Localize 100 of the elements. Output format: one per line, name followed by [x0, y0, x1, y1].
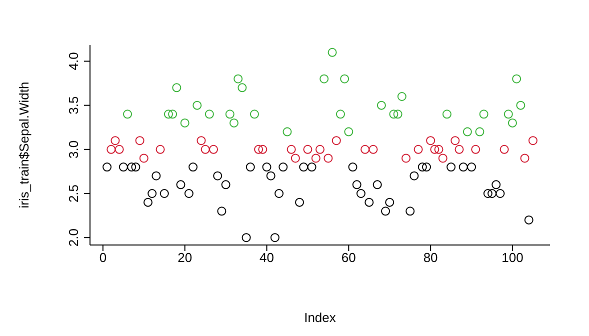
- point: [360, 144, 370, 154]
- point: [188, 162, 198, 172]
- point: [316, 144, 324, 154]
- point: [204, 110, 214, 119]
- point: [270, 233, 280, 242]
- point: [176, 180, 186, 190]
- point: [376, 100, 386, 110]
- point: [295, 198, 304, 207]
- point: [512, 74, 522, 84]
- point: [139, 154, 148, 163]
- point: [479, 110, 488, 119]
- point: [127, 162, 136, 172]
- point: [320, 74, 329, 84]
- point: [311, 154, 320, 163]
- point: [524, 215, 534, 224]
- point: [172, 83, 182, 92]
- point: [246, 162, 255, 172]
- x-tick-label: 60: [341, 250, 356, 266]
- point: [143, 198, 152, 207]
- point: [446, 162, 456, 172]
- point: [123, 110, 132, 119]
- point: [135, 136, 144, 146]
- point: [282, 127, 292, 136]
- point: [258, 144, 268, 154]
- point: [102, 162, 112, 172]
- point: [332, 136, 341, 146]
- point: [467, 162, 476, 172]
- y-tick-label: 2.0: [66, 228, 81, 247]
- point: [397, 92, 406, 101]
- point: [148, 189, 157, 198]
- point: [336, 110, 345, 119]
- point: [434, 144, 444, 154]
- point: [184, 189, 194, 198]
- point: [118, 162, 128, 172]
- point: [520, 154, 530, 163]
- point: [406, 206, 415, 216]
- point: [348, 162, 358, 172]
- point: [442, 110, 452, 119]
- point: [217, 206, 226, 216]
- y-tick-label: 2.5: [66, 184, 81, 203]
- point: [229, 118, 238, 128]
- point: [209, 144, 218, 154]
- point: [152, 171, 161, 180]
- point: [221, 180, 230, 190]
- point: [508, 118, 517, 128]
- point: [402, 154, 411, 163]
- point: [106, 144, 116, 154]
- point: [110, 136, 120, 146]
- point: [299, 162, 308, 172]
- point: [352, 180, 362, 190]
- point: [164, 110, 173, 119]
- y-tick-label: 4.0: [66, 52, 81, 70]
- point: [225, 110, 234, 119]
- point: [454, 144, 464, 154]
- point: [393, 110, 402, 119]
- point: [328, 48, 337, 57]
- point: [238, 83, 247, 92]
- point: [410, 171, 419, 180]
- point: [274, 189, 284, 198]
- point: [290, 154, 300, 163]
- point: [483, 189, 492, 198]
- point: [414, 144, 423, 154]
- x-tick-label: 100: [502, 250, 524, 266]
- point: [488, 189, 497, 198]
- x-axis-title: Index: [304, 310, 336, 325]
- point: [496, 189, 505, 198]
- point: [340, 74, 350, 84]
- point: [242, 233, 251, 242]
- point: [516, 100, 526, 110]
- point: [234, 74, 243, 84]
- point: [168, 110, 178, 119]
- point: [356, 189, 366, 198]
- point: [286, 144, 296, 154]
- point: [528, 136, 538, 146]
- point: [250, 110, 259, 119]
- point: [196, 136, 206, 146]
- point: [458, 162, 468, 172]
- point: [475, 127, 484, 136]
- point: [372, 180, 382, 190]
- point: [344, 127, 354, 136]
- point: [450, 136, 460, 146]
- point: [180, 118, 190, 128]
- x-tick-label: 0: [99, 250, 107, 266]
- point: [200, 144, 210, 154]
- point: [213, 171, 222, 180]
- point: [426, 136, 436, 146]
- point: [156, 144, 165, 154]
- point: [160, 189, 169, 198]
- point: [430, 144, 440, 154]
- point: [422, 162, 431, 172]
- point: [324, 154, 333, 163]
- x-tick-label: 40: [260, 250, 274, 266]
- point: [131, 162, 140, 172]
- point: [307, 162, 316, 172]
- point: [278, 162, 288, 172]
- x-tick-label: 80: [423, 250, 438, 266]
- point: [192, 100, 202, 110]
- point: [418, 162, 427, 172]
- point: [381, 206, 390, 216]
- point: [438, 154, 448, 163]
